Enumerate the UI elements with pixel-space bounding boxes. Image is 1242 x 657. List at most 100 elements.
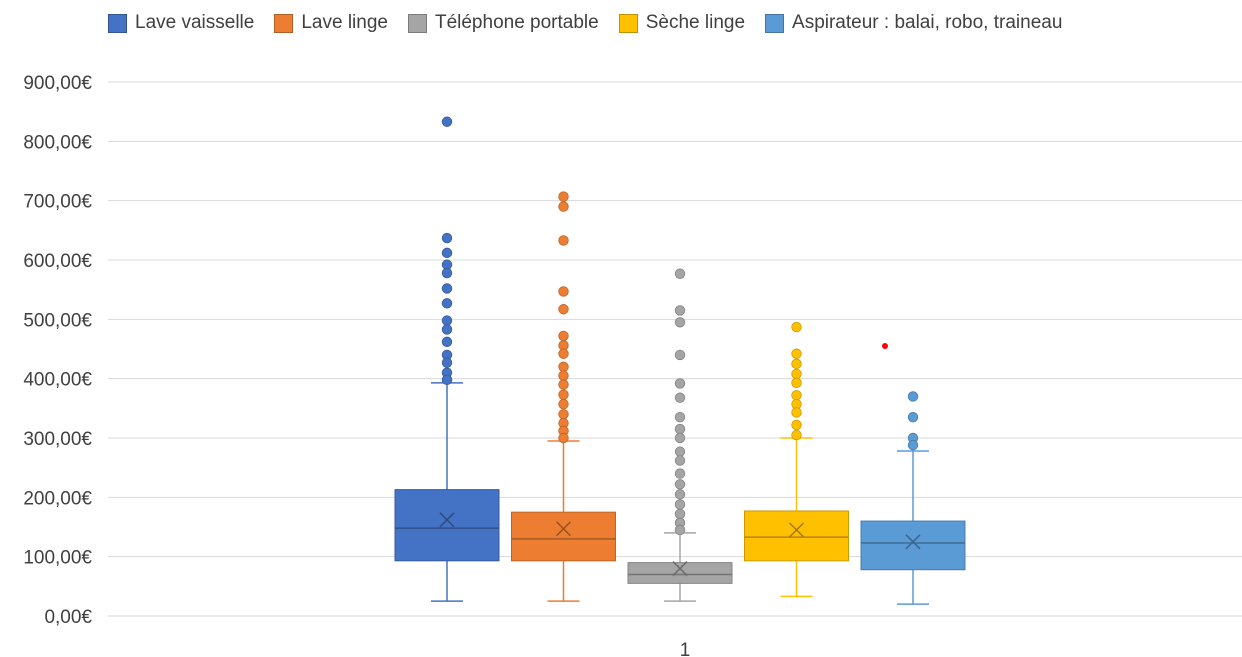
legend-label: Téléphone portable — [434, 12, 599, 33]
box-series — [511, 191, 616, 602]
outlier-point — [558, 409, 569, 420]
y-tick-label: 900,00€ — [23, 73, 92, 94]
outlier-point — [674, 423, 686, 435]
outlier-point — [791, 429, 802, 441]
legend-label: Aspirateur : balai, robo, traineau — [792, 12, 1063, 33]
gridlines — [108, 81, 1242, 617]
box-series — [860, 391, 966, 605]
mean-marker — [788, 522, 805, 538]
outlier-point — [558, 191, 569, 202]
y-tick-label: 400,00€ — [23, 370, 92, 391]
mean-marker — [672, 561, 688, 577]
outlier-point — [558, 432, 569, 444]
outlier-point — [674, 499, 686, 510]
mean-marker — [905, 534, 921, 550]
mean-marker — [555, 521, 572, 537]
outlier-point — [558, 286, 569, 297]
y-tick-label: 0,00€ — [44, 607, 92, 628]
legend-swatch — [274, 13, 294, 33]
outlier-point — [674, 378, 686, 389]
outlier-point — [558, 361, 569, 373]
outlier-point — [558, 370, 569, 381]
outlier-point — [791, 348, 802, 359]
outlier-point — [558, 389, 569, 400]
outlier-point — [674, 468, 686, 479]
outlier-point — [558, 201, 569, 212]
outlier-point — [674, 317, 686, 328]
outlier-point — [907, 439, 919, 451]
y-tick-label: 500,00€ — [23, 310, 92, 331]
outlier-point — [558, 379, 569, 390]
outlier-point — [441, 232, 453, 244]
chart-legend: Lave vaisselle Lave linge Téléphone portab… — [108, 12, 1062, 34]
outlier-point — [674, 524, 686, 536]
outlier-point — [791, 407, 802, 418]
outlier-point — [441, 357, 453, 368]
x-tick-label: 1 — [680, 640, 691, 657]
y-tick-label: 300,00€ — [23, 429, 92, 450]
outlier-point — [558, 330, 569, 342]
outlier-point — [674, 446, 686, 457]
outlier-point — [674, 392, 686, 403]
legend-swatch — [618, 13, 638, 33]
outlier-point — [441, 315, 453, 326]
outlier-point — [674, 489, 686, 500]
outlier-point — [441, 324, 453, 335]
y-tick-label: 200,00€ — [23, 488, 92, 509]
legend-item: Sèche linge — [618, 12, 746, 34]
outlier-point — [558, 348, 569, 359]
outlier-point — [441, 336, 453, 348]
legend-item: Téléphone portable — [407, 12, 599, 34]
outlier-point — [791, 358, 802, 370]
outlier-point — [441, 116, 453, 127]
annotation-point — [882, 343, 888, 350]
y-tick-label: 600,00€ — [23, 251, 92, 272]
outlier-point — [674, 508, 686, 520]
box — [511, 511, 616, 562]
outlier-point — [558, 304, 569, 315]
y-tick-label: 700,00€ — [23, 192, 92, 213]
outlier-point — [674, 268, 686, 279]
box — [627, 562, 733, 584]
box — [744, 510, 849, 562]
legend-item: Lave linge — [274, 12, 388, 34]
outlier-point — [441, 283, 453, 294]
legend-item: Aspirateur : balai, robo, traineau — [765, 12, 1062, 34]
outlier-point — [674, 305, 686, 316]
outlier-point — [674, 455, 686, 466]
outlier-point — [674, 432, 686, 444]
outlier-point — [791, 390, 802, 401]
mean-marker — [439, 512, 455, 528]
legend-label: Sèche linge — [645, 12, 746, 33]
legend-label: Lave linge — [301, 12, 388, 33]
box-series — [394, 116, 500, 602]
y-tick-label: 100,00€ — [23, 548, 92, 569]
y-tick-label: 800,00€ — [23, 132, 92, 153]
outlier-point — [674, 412, 686, 423]
outlier-point — [674, 479, 686, 490]
outlier-point — [441, 267, 453, 279]
legend-swatch — [108, 13, 127, 33]
outlier-point — [791, 377, 802, 389]
outlier-point — [441, 298, 453, 309]
outlier-point — [791, 321, 802, 333]
box-series — [627, 268, 733, 602]
outlier-point — [674, 349, 686, 361]
box — [860, 520, 966, 571]
legend-swatch — [407, 13, 427, 33]
outlier-point — [441, 247, 453, 259]
outlier-point — [791, 419, 802, 431]
outlier-point — [558, 398, 569, 410]
outlier-point — [907, 391, 919, 402]
legend-swatch — [765, 13, 785, 33]
y-axis-tick-labels: 0,00€ 100,00€ 200,00€ 300,00€ 400,00€ 500,00€… — [23, 73, 92, 628]
outlier-point — [907, 412, 919, 423]
boxes — [394, 116, 966, 605]
outlier-point — [558, 235, 569, 246]
box — [394, 489, 500, 562]
legend-item: Lave vaisselle — [108, 12, 254, 34]
outlier-point — [791, 368, 802, 380]
box-series — [744, 321, 849, 598]
x-axis-tick-labels: 1 — [680, 640, 691, 657]
